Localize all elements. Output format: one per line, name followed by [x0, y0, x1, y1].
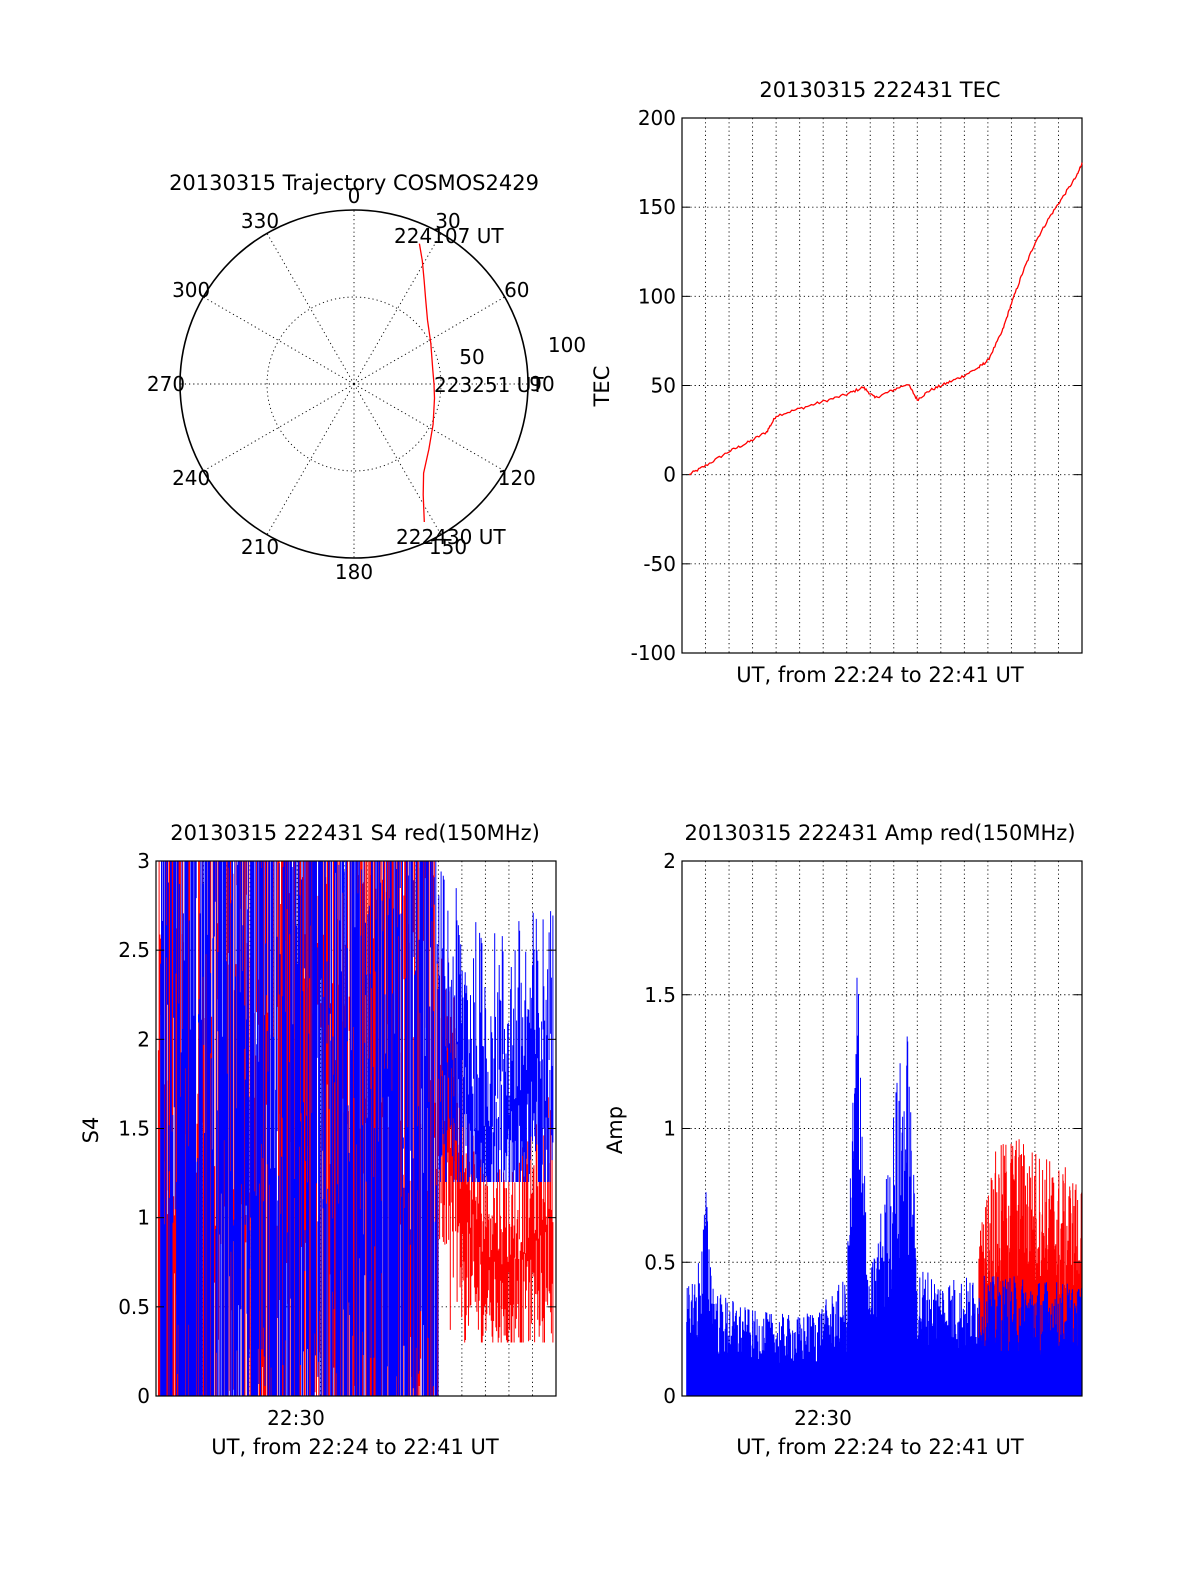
amp-frame: [681, 860, 1083, 1397]
tec-title: 20130315 222431 TEC: [759, 78, 1000, 102]
tec-xlabel: UT, from 22:24 to 22:41 UT: [736, 663, 1024, 687]
polar-angle-tick: 30: [435, 209, 460, 233]
polar-angle-tick: 240: [172, 466, 210, 490]
amp-series-blue: [686, 977, 1082, 1396]
polar-spoke: [203, 296, 355, 385]
tec-frame: [681, 117, 1083, 654]
y-tick-label: 1: [663, 1117, 676, 1141]
y-tick-label: -50: [643, 552, 676, 576]
trajectory-line: [418, 243, 436, 523]
polar-angle-tick: 330: [241, 209, 279, 233]
y-tick-label: 2: [663, 849, 676, 873]
tec-y-ticks: -100 -50 0 50 100 150 200: [631, 106, 1082, 665]
s4-bars: [157, 861, 554, 1396]
trajectory-label-start: 222430 UT: [396, 525, 506, 549]
y-tick-label: 1.5: [118, 1117, 150, 1141]
tec-ylabel: TEC: [590, 366, 614, 408]
amp-y-ticks: 0 0.5 1 1.5 2: [644, 849, 1082, 1408]
amp-panel: 20130315 222431 Amp red(150MHz) 0 0.5 1 1.5…: [603, 821, 1083, 1459]
polar-spoke: [266, 383, 355, 535]
y-tick-label: 2.5: [118, 938, 150, 962]
polar-outer-circle: [179, 209, 529, 559]
polar-angle-ticks: 0 30 60 90 120 150 180 210 240 270 300 330: [147, 184, 555, 584]
polar-panel: 20130315 Trajectory COSMOS2429 0 30 60 90 12…: [147, 171, 586, 584]
polar-angle-tick: 300: [172, 278, 210, 302]
s4-panel: 20130315 222431 S4 red(150MHz) 0 0.5 1 1.5 2…: [79, 821, 557, 1459]
polar-angle-tick: 120: [498, 466, 536, 490]
y-tick-label: 0: [663, 1384, 676, 1408]
y-tick-label: 200: [638, 106, 676, 130]
y-tick-label: 1: [137, 1206, 150, 1230]
s4-xlabel: UT, from 22:24 to 22:41 UT: [211, 1435, 499, 1459]
amp-ylabel: Amp: [603, 1106, 627, 1154]
polar-angle-tick: 270: [147, 372, 185, 396]
polar-spoke: [353, 383, 505, 472]
polar-angle-tick: 0: [348, 184, 361, 208]
polar-angle-tick: 210: [241, 535, 279, 559]
s4-y-ticks: 0 0.5 1 1.5 2 2.5 3: [118, 849, 556, 1408]
s4-series-blue: [160, 861, 554, 1396]
y-tick-label: 100: [638, 284, 676, 308]
amp-xtick: 22:30: [794, 1406, 852, 1430]
polar-radius-tick-50: 50: [459, 345, 484, 369]
y-tick-label: -100: [631, 641, 676, 665]
y-tick-label: 0.5: [644, 1250, 676, 1274]
y-tick-label: 0.5: [118, 1295, 150, 1319]
y-tick-label: 0: [137, 1384, 150, 1408]
polar-inner-circle: [266, 296, 442, 472]
polar-radius-tick-100: 100: [548, 333, 586, 357]
polar-spoke: [353, 233, 442, 385]
s4-title: 20130315 222431 S4 red(150MHz): [170, 821, 540, 845]
polar-title: 20130315 Trajectory COSMOS2429: [169, 171, 539, 195]
tec-panel: 20130315 222431 TEC -100-50050100150200 …: [590, 78, 1083, 687]
polar-angle-tick: 90: [529, 372, 554, 396]
y-tick-label: 50: [651, 374, 676, 398]
y-tick-label: 150: [638, 195, 676, 219]
polar-angle-tick: 150: [429, 535, 467, 559]
s4-ylabel: S4: [79, 1117, 103, 1144]
amp-bars: [686, 977, 1083, 1396]
y-tick-label: 3: [137, 849, 150, 873]
y-tick-label: 1.5: [644, 983, 676, 1007]
trajectory-label-end: 224107 UT: [394, 224, 504, 248]
polar-grid: [179, 209, 529, 559]
s4-frame: [155, 860, 557, 1397]
amp-title: 20130315 222431 Amp red(150MHz): [684, 821, 1075, 845]
polar-angle-tick: 60: [504, 278, 529, 302]
polar-spoke: [266, 233, 355, 385]
trajectory-label-mid: 223251 UT: [434, 373, 544, 397]
y-tick-label: 0: [663, 463, 676, 487]
amp-xlabel: UT, from 22:24 to 22:41 UT: [736, 1435, 1024, 1459]
s4-xtick: 22:30: [267, 1406, 325, 1430]
polar-spoke: [353, 383, 442, 535]
polar-angle-tick: 180: [335, 560, 373, 584]
tec-grid: [682, 117, 1082, 654]
tec-series-line: [688, 162, 1083, 476]
y-tick-label: 2: [137, 1027, 150, 1051]
